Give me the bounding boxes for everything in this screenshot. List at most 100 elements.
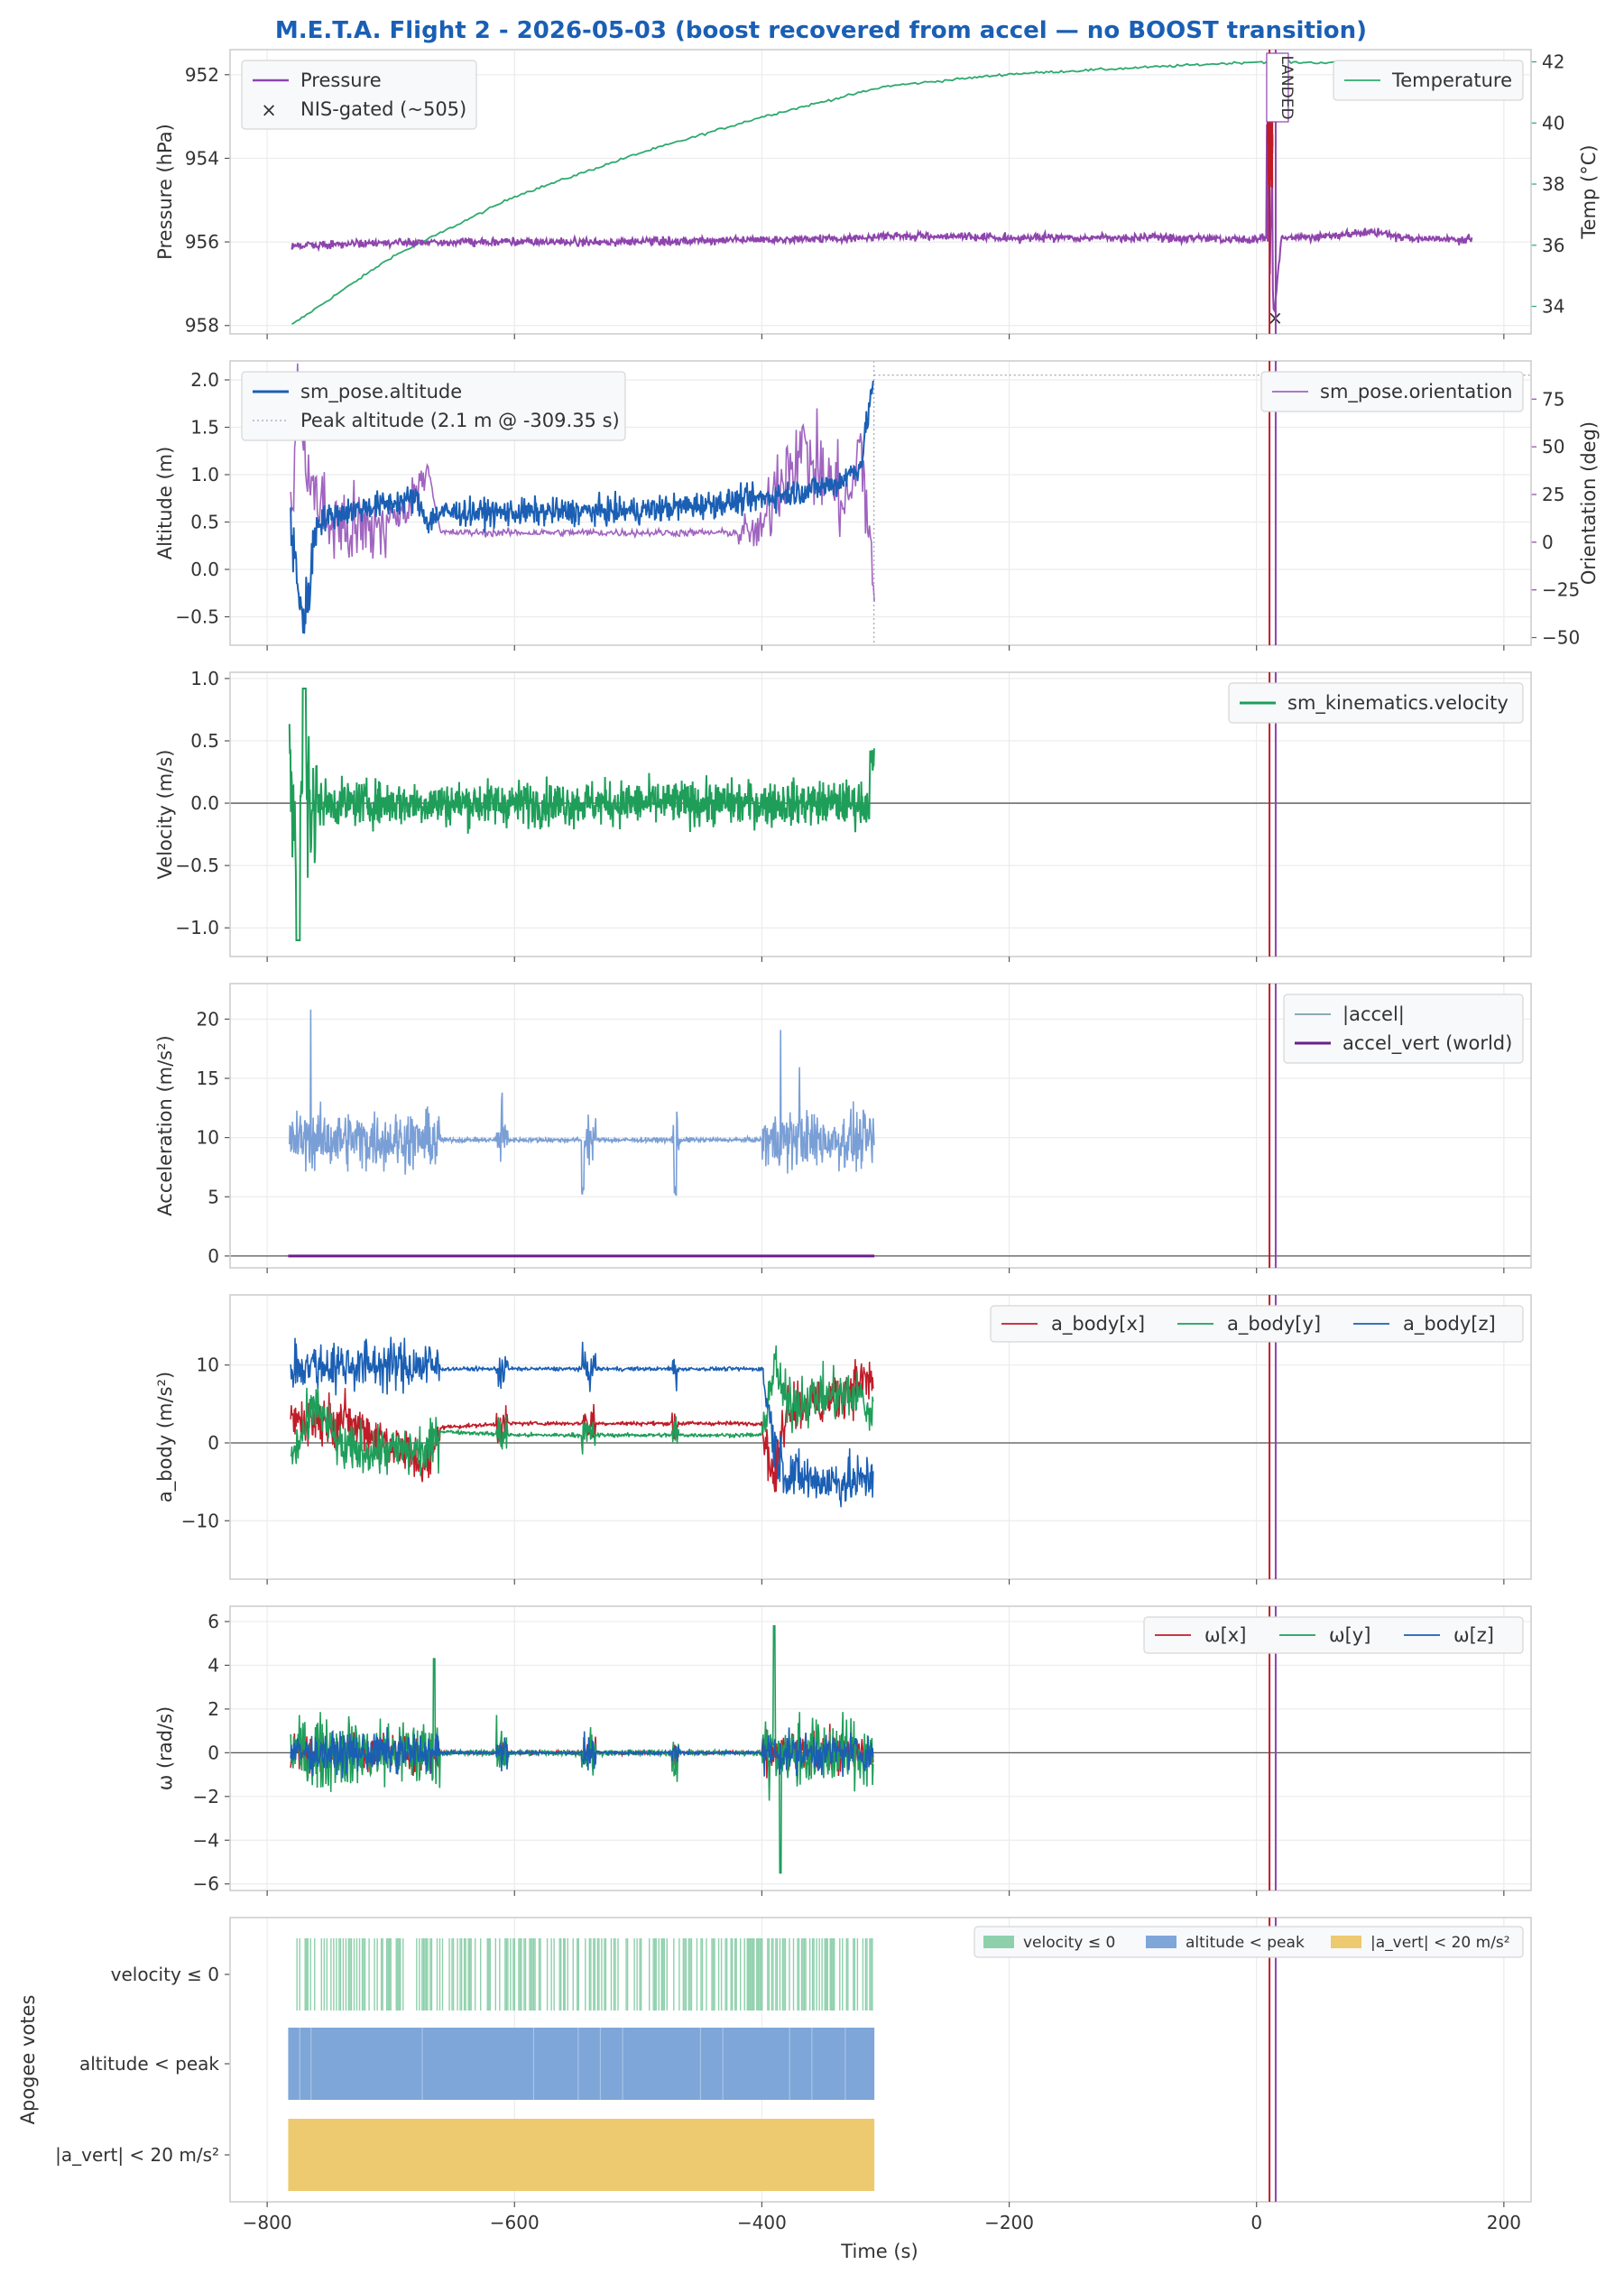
legend-box: [1228, 682, 1524, 724]
panel-altitude: −0.5 0.0 0.5 1.0 1.5 2.0 Altitude (m) −50 −25 0 25…: [154, 360, 1600, 651]
vote-velocity-tick: [756, 1938, 758, 2011]
vote-velocity-tick: [687, 1938, 690, 2011]
vote-velocity-tick: [513, 1938, 516, 2011]
vote-velocity-tick: [682, 1938, 685, 2011]
legend-swatch: [983, 1936, 1014, 1948]
vote-velocity-tick: [770, 1938, 773, 2011]
vote-velocity-tick: [468, 1938, 471, 2011]
y-tick-label: −0.5: [175, 606, 219, 628]
y2-tick-label: 40: [1542, 112, 1564, 134]
vote-velocity-tick: [452, 1938, 455, 2011]
y-axis-label: Altitude (m): [154, 447, 176, 560]
vote-velocity-tick: [349, 1938, 351, 2011]
vote-velocity-tick: [689, 1938, 691, 2011]
landed-label: LANDED: [1278, 55, 1296, 119]
vote-velocity-tick: [798, 1938, 800, 2011]
landed-box: [1266, 52, 1289, 123]
vote-velocity-tick: [767, 1938, 769, 2011]
vote-velocity-tick: [314, 1938, 316, 2011]
vote-velocity-tick: [364, 1938, 366, 2011]
vote-velocity-tick: [831, 1938, 833, 2011]
legend-label: a_body[y]: [1227, 1313, 1321, 1336]
y2-tick-label: 34: [1542, 296, 1564, 318]
y2-tick-label: 36: [1542, 235, 1564, 256]
y2-tick-label: −50: [1542, 627, 1580, 649]
y-tick-label: −1.0: [175, 917, 219, 938]
vote-velocity-tick: [429, 1938, 431, 2011]
vote-velocity-tick: [564, 1938, 566, 2011]
vote-velocity-tick: [436, 1938, 438, 2011]
vote-velocity-tick: [480, 1938, 482, 2011]
legend-label: ω[y]: [1329, 1624, 1370, 1646]
vote-velocity-tick: [711, 1938, 713, 2011]
y-category-label: |a_vert| < 20 m/s²: [55, 2144, 219, 2166]
y-tick-label: 958: [185, 315, 219, 337]
vote-velocity-tick: [427, 1938, 429, 2011]
vote-velocity-tick: [625, 1938, 627, 2011]
legend-label: ω[x]: [1204, 1624, 1246, 1646]
vote-velocity-tick: [593, 1938, 595, 2011]
vote-velocity-tick: [361, 1938, 364, 2011]
legend-label: sm_pose.altitude: [300, 381, 462, 403]
vote-velocity-tick: [604, 1938, 607, 2011]
vote-velocity-tick: [626, 1938, 629, 2011]
vote-velocity-tick: [421, 1938, 423, 2011]
vote-velocity-tick: [673, 1938, 675, 2011]
vote-velocity-tick: [654, 1938, 656, 2011]
vote-velocity-tick: [307, 1938, 309, 2011]
legend-box: [241, 371, 626, 441]
vote-velocity-tick: [390, 1938, 392, 2011]
vote-altitude-gap: [421, 2028, 423, 2100]
vote-velocity-tick: [430, 1938, 433, 2011]
plot-frame: [229, 983, 1532, 1269]
vote-velocity-tick: [585, 1938, 586, 2011]
vote-velocity-tick: [395, 1938, 397, 2011]
vote-velocity-tick: [781, 1938, 784, 2011]
vote-velocity-tick: [731, 1938, 734, 2011]
y2-tick-label: 0: [1542, 532, 1554, 553]
vote-altitude-gap: [722, 2028, 724, 2100]
vote-velocity-tick: [438, 1938, 441, 2011]
vote-velocity-tick: [845, 1938, 848, 2011]
vote-velocity-tick: [350, 1938, 353, 2011]
vote-velocity-tick: [816, 1938, 817, 2011]
vote-velocity-tick: [523, 1938, 525, 2011]
vote-velocity-tick: [720, 1938, 723, 2011]
vote-velocity-tick: [869, 1938, 871, 2011]
y-tick-label: 0: [208, 1245, 219, 1267]
plot-frame: [229, 1605, 1532, 1891]
legend-label: NIS-gated (~505): [300, 98, 466, 120]
vote-velocity-tick: [550, 1938, 552, 2011]
x-tick-label: 200: [1487, 2212, 1521, 2233]
vote-velocity-tick: [761, 1938, 763, 2011]
y-tick-label: 20: [197, 1008, 219, 1030]
x-tick-label: −200: [984, 2212, 1034, 2233]
y2-tick-label: −25: [1542, 579, 1580, 601]
vote-velocity-tick: [601, 1938, 603, 2011]
y-tick-label: −2: [193, 1786, 219, 1807]
vote-velocity-tick: [363, 1938, 364, 2011]
vote-velocity-tick: [658, 1938, 660, 2011]
vote-velocity-tick: [724, 1938, 726, 2011]
vote-velocity-tick: [800, 1938, 803, 2011]
y-axis-label: Acceleration (m/s²): [154, 1035, 176, 1216]
legend-swatch: [1146, 1936, 1176, 1948]
vote-velocity-tick: [320, 1938, 323, 2011]
vote-velocity-tick: [459, 1938, 461, 2011]
legend-label: |a_vert| < 20 m/s²: [1370, 1934, 1510, 1952]
y-tick-label: −0.5: [175, 855, 219, 876]
vote-velocity-tick: [296, 1938, 298, 2011]
legend-label: altitude < peak: [1186, 1934, 1305, 1952]
vote-altitude-gap: [577, 2028, 579, 2100]
vote-velocity-tick: [424, 1938, 426, 2011]
vote-velocity-tick: [648, 1938, 651, 2011]
vote-velocity-tick: [562, 1938, 565, 2011]
vote-velocity-tick: [504, 1938, 506, 2011]
vote-velocity-tick: [751, 1938, 752, 2011]
legend-label: a_body[z]: [1403, 1313, 1496, 1336]
legend-marker: ×: [261, 99, 277, 121]
vote-velocity-tick: [746, 1938, 748, 2011]
vote-velocity-tick: [802, 1938, 804, 2011]
vote-velocity-tick: [752, 1938, 753, 2011]
vote-velocity-tick: [380, 1938, 383, 2011]
